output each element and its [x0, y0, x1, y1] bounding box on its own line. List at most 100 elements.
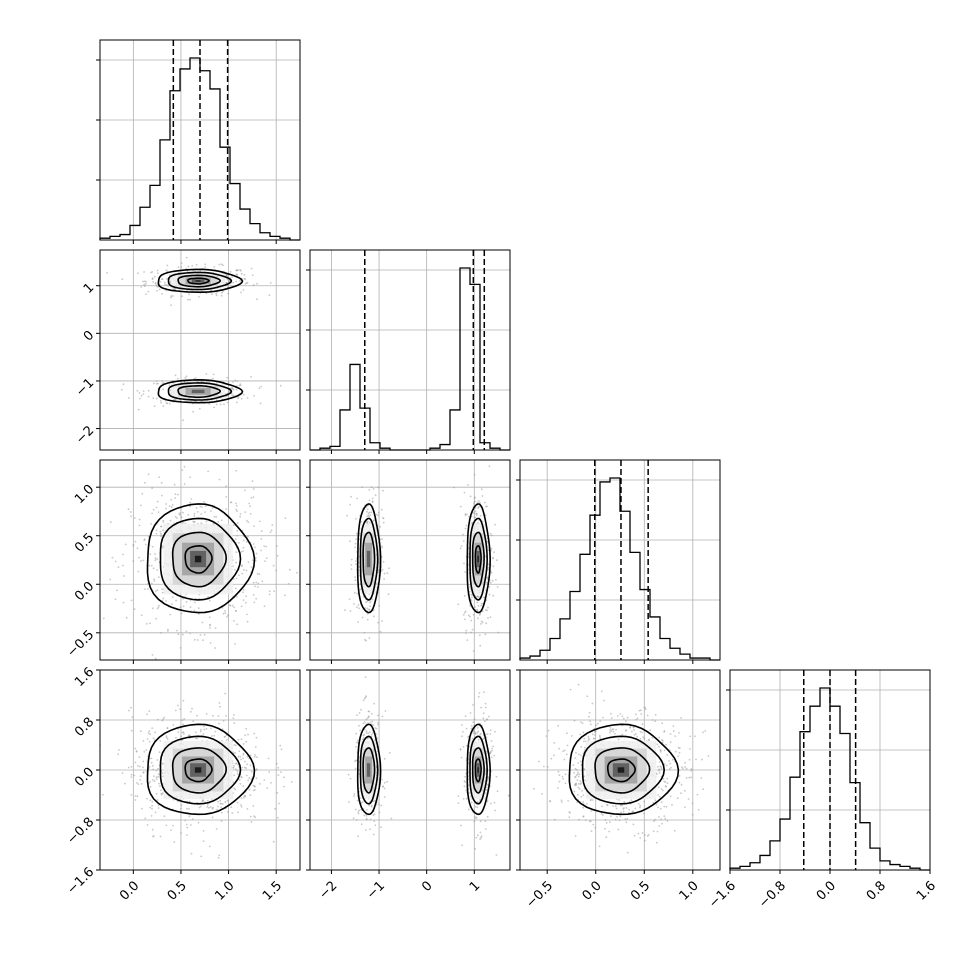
scatter-point — [578, 818, 580, 821]
scatter-point — [658, 745, 660, 748]
scatter-point — [193, 638, 196, 641]
scatter-point — [694, 735, 696, 738]
scatter-panel-4-3 — [516, 669, 721, 871]
scatter-point — [577, 786, 580, 789]
scatter-point — [232, 578, 235, 580]
scatter-point — [643, 812, 645, 815]
scatter-point — [487, 549, 490, 552]
contour-line — [159, 517, 242, 601]
scatter-point — [260, 530, 263, 532]
scatter-point — [227, 811, 229, 813]
scatter-point — [371, 598, 374, 601]
scatter-point — [489, 802, 492, 805]
scatter-point — [644, 834, 646, 837]
scatter-point — [366, 510, 368, 513]
scatter-point — [214, 627, 217, 629]
scatter-point — [144, 543, 147, 546]
scatter-point — [359, 797, 362, 799]
scatter-point — [577, 782, 580, 785]
scatter-point — [213, 734, 216, 737]
scatter-point — [576, 794, 579, 796]
scatter-point — [151, 271, 154, 273]
scatter-point — [388, 567, 390, 570]
scatter-point — [146, 797, 149, 800]
scatter-point — [183, 483, 186, 485]
scatter-point — [641, 723, 644, 726]
scatter-point — [209, 806, 212, 808]
scatter-point — [625, 720, 627, 723]
scatter-point — [199, 805, 202, 808]
scatter-point — [666, 754, 669, 757]
scatter-point — [701, 758, 703, 761]
scatter-point — [177, 731, 180, 734]
scatter-point — [370, 712, 373, 715]
scatter-point — [482, 712, 485, 715]
scatter-point — [174, 497, 177, 499]
scatter-point — [633, 734, 636, 736]
scatter-point — [486, 577, 488, 579]
scatter-point — [468, 784, 470, 787]
scatter-point — [232, 388, 235, 391]
scatter-point — [365, 815, 368, 817]
scatter-point — [468, 808, 470, 811]
scatter-point — [594, 730, 596, 733]
scatter-point — [266, 787, 269, 789]
scatter-point — [655, 804, 658, 806]
scatter-point — [193, 515, 196, 517]
scatter-point — [130, 511, 132, 513]
scatter-point — [483, 720, 486, 723]
scatter-point — [378, 803, 380, 806]
contour-line — [184, 758, 213, 783]
scatter-point — [593, 734, 596, 736]
scatter-point — [223, 403, 225, 406]
scatter-point — [654, 799, 657, 802]
scatter-point — [652, 830, 655, 833]
scatter-point — [354, 767, 357, 770]
scatter-point — [619, 815, 622, 818]
panel-frame — [309, 459, 511, 661]
scatter-point — [479, 820, 482, 823]
scatter-point — [484, 633, 487, 636]
scatter-point — [143, 283, 146, 286]
scatter-point — [280, 771, 282, 773]
scatter-point — [138, 756, 141, 758]
scatter-point — [124, 782, 126, 785]
scatter-point — [154, 559, 157, 562]
scatter-point — [146, 713, 149, 716]
scatter-point — [271, 524, 274, 526]
scatter-point — [234, 788, 237, 791]
scatter-point — [582, 806, 585, 809]
scatter-point — [477, 730, 480, 733]
scatter-point — [209, 624, 211, 627]
scatter-point — [489, 729, 492, 732]
scatter-point — [149, 799, 152, 802]
scatter-point — [367, 608, 370, 611]
scatter-point — [488, 586, 491, 588]
scatter-point — [365, 732, 368, 734]
scatter-point — [136, 782, 138, 784]
scatter-point — [245, 595, 247, 598]
scatter-point — [260, 549, 262, 552]
scatter-point — [229, 270, 232, 273]
scatter-point — [253, 525, 255, 527]
contour-line — [474, 544, 482, 574]
scatter-point — [157, 511, 160, 513]
scatter-point — [203, 725, 206, 728]
scatter-point — [372, 724, 375, 727]
scatter-point — [660, 801, 663, 804]
scatter-point — [462, 533, 464, 536]
scatter-point — [180, 807, 182, 810]
scatter-point — [462, 731, 464, 733]
scatter-point — [605, 836, 608, 839]
scatter-point — [572, 764, 575, 767]
scatter-point — [227, 395, 230, 397]
scatter-point — [247, 779, 250, 782]
scatter-point — [575, 774, 578, 777]
scatter-point — [479, 838, 482, 840]
scatter-point — [276, 792, 279, 794]
scatter-point — [465, 727, 468, 730]
scatter-point — [283, 776, 285, 779]
scatter-point — [226, 616, 228, 618]
scatter-point — [654, 714, 657, 716]
scatter-point — [259, 402, 262, 405]
